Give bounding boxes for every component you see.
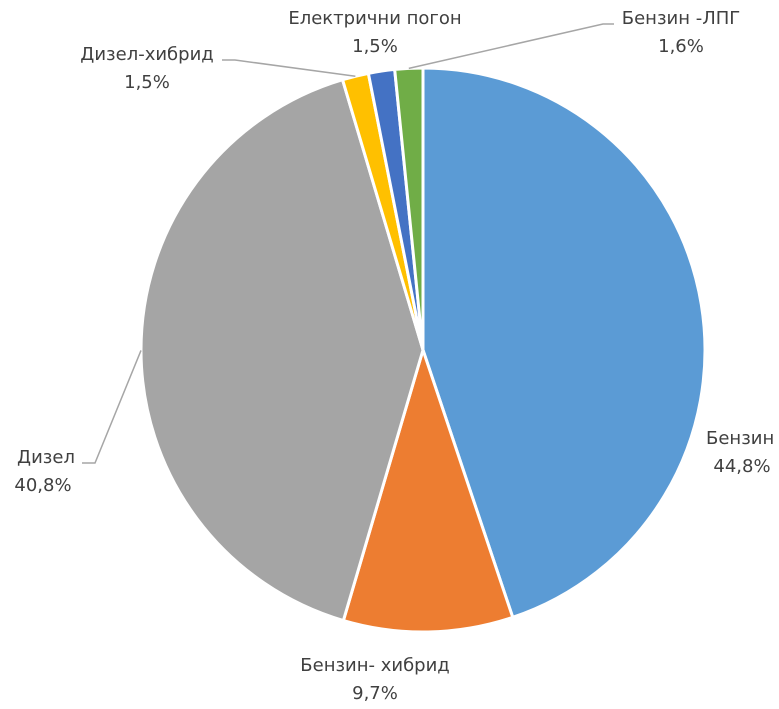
label-name-elektricni: Електрични погон xyxy=(288,8,461,29)
label-name-benzin: Бензин xyxy=(706,428,774,449)
label-value-benzin: 44,8% xyxy=(713,456,770,477)
leader-line-dizel-hibrid xyxy=(222,59,356,77)
label-value-dizel-hibrid: 1,5% xyxy=(124,72,170,93)
label-value-benzin-hibrid: 9,7% xyxy=(352,683,398,704)
label-name-dizel: Дизел xyxy=(17,447,75,468)
label-name-dizel-hibrid: Дизел-хибрид xyxy=(80,44,213,65)
label-value-dizel: 40,8% xyxy=(14,475,71,496)
pie-slice-benzin xyxy=(421,66,707,619)
leader-lines xyxy=(82,23,614,464)
label-value-benzin-lpg: 1,6% xyxy=(658,36,704,57)
pie-slices xyxy=(139,66,707,634)
leader-line-dizel xyxy=(82,350,142,464)
pie-slice-benzin-hibrid xyxy=(341,348,515,634)
leader-line-benzin-lpg xyxy=(408,23,614,70)
label-value-elektricni: 1,5% xyxy=(352,36,398,57)
label-name-benzin-hibrid: Бензин- хибрид xyxy=(300,655,449,676)
label-name-benzin-lpg: Бензин -ЛПГ xyxy=(622,8,741,29)
